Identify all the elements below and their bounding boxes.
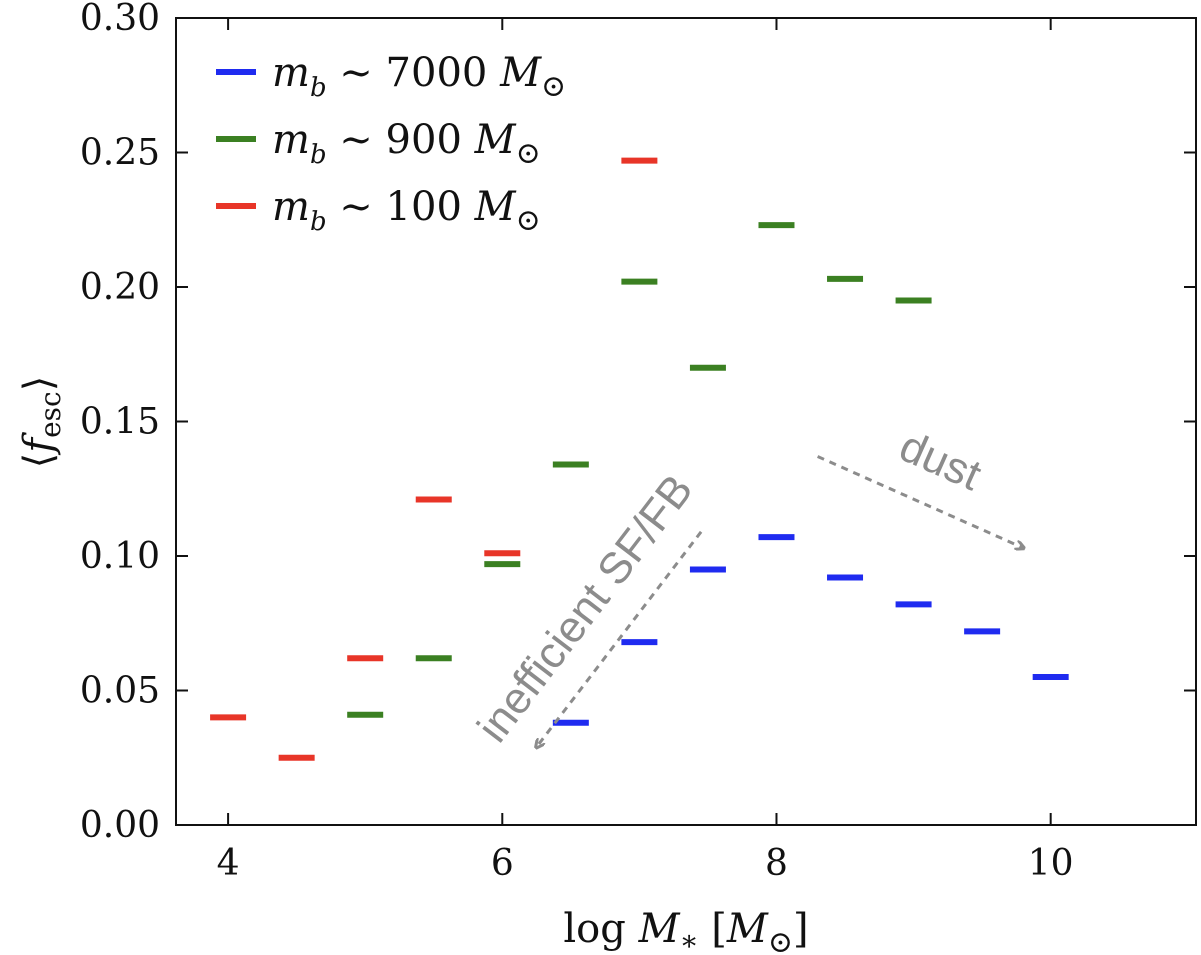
y-axis-title: ⟨fesc⟩ <box>16 376 67 469</box>
x-tick-label: 8 <box>765 843 788 884</box>
legend: mb ∼ 7000 M⊙ mb ∼ 900 M⊙ mb ∼ 100 M⊙ <box>216 50 566 238</box>
y-tick-label: 0.15 <box>80 402 160 443</box>
plot-area <box>175 17 1197 826</box>
y-tick-label: 0.10 <box>80 536 160 577</box>
legend-label: mb ∼ 900 M⊙ <box>272 117 541 171</box>
y-tick-label: 0.30 <box>80 0 160 39</box>
annotation-arrow <box>817 455 1024 547</box>
y-tick-label: 0.05 <box>80 671 160 712</box>
x-tick-label: 4 <box>217 843 240 884</box>
legend-label: mb ∼ 100 M⊙ <box>272 184 541 238</box>
axis-titles: log M∗ [M⊙] ⟨fesc⟩ <box>16 376 809 955</box>
y-tick-label: 0.00 <box>80 805 160 846</box>
legend-label: mb ∼ 7000 M⊙ <box>272 50 566 104</box>
x-axis-title: log M∗ [M⊙] <box>563 906 808 955</box>
x-tick-label: 10 <box>1028 843 1074 884</box>
x-tick-label: 6 <box>491 843 514 884</box>
data-marks <box>210 157 1069 761</box>
annotation-arrow <box>537 530 703 747</box>
y-tick-label: 0.25 <box>80 133 160 174</box>
y-tick-label: 0.20 <box>80 267 160 308</box>
axis-ticks: 4 6 8 10 0.00 0.05 0.10 0.15 0.20 0.25 0.30 <box>80 0 1196 884</box>
